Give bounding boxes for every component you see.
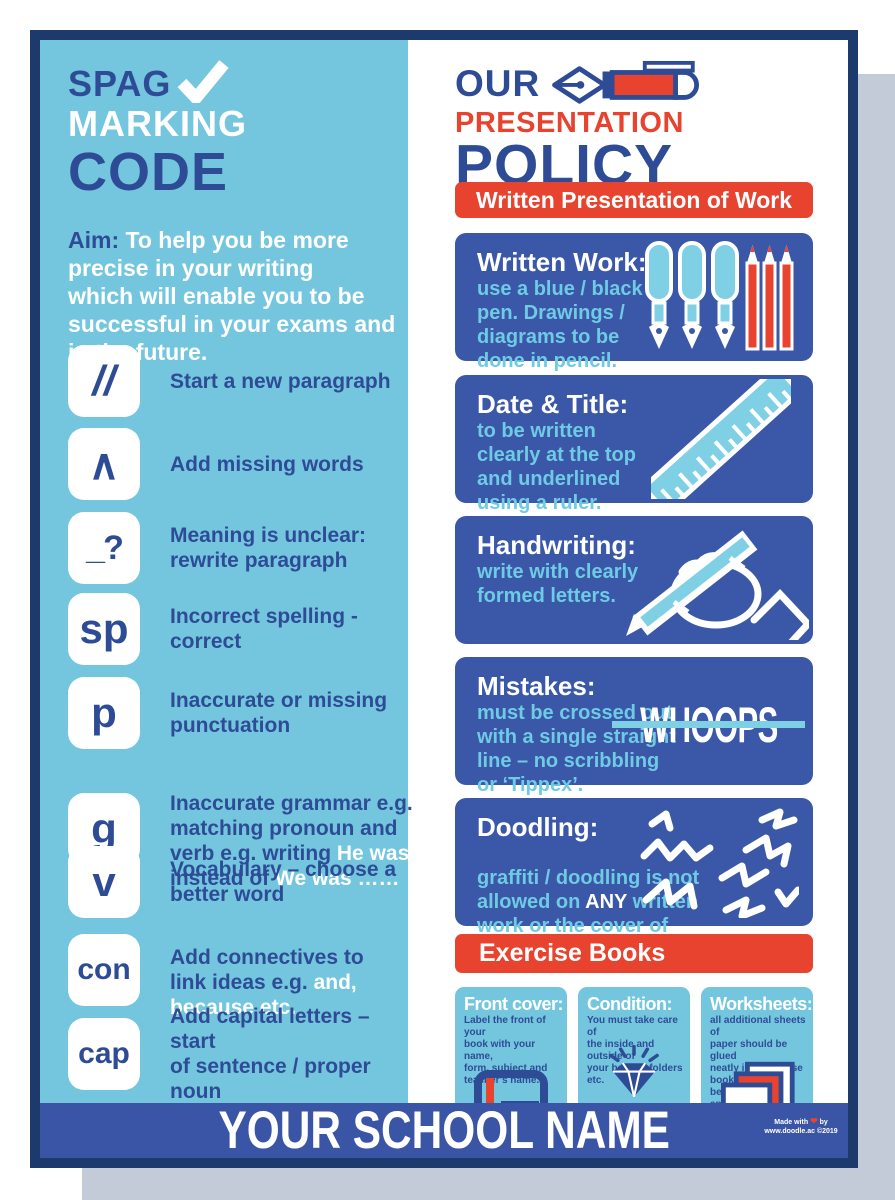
spag-title-line2: MARKING bbox=[68, 103, 247, 144]
code-symbol-box: sp bbox=[68, 593, 140, 665]
handwriting-card: Handwriting: write with clearly formed l… bbox=[455, 516, 813, 644]
code-symbol-box: _? bbox=[68, 512, 140, 584]
ruler-icon bbox=[651, 379, 791, 499]
card-body: write with clearly formed letters. bbox=[477, 561, 639, 607]
credit-site: www.doodle.ac ©2019 bbox=[764, 1128, 838, 1135]
ex-card-heading: Worksheets: bbox=[710, 994, 813, 1014]
heart-icon: ❤ bbox=[810, 1116, 818, 1126]
presentation-policy-title: OUR PRESENTATION POLICY bbox=[455, 60, 705, 194]
card-heading: Date & Title: bbox=[477, 389, 629, 419]
code-row-unclear-meaning: _? Meaning is unclear: rewrite paragraph bbox=[68, 512, 420, 584]
ex-card-body: Label the front of your book with your n… bbox=[464, 1015, 548, 1086]
school-name-band: YOUR SCHOOL NAME Made with ❤ by www.dood… bbox=[40, 1101, 848, 1160]
diamond-icon bbox=[609, 1045, 659, 1098]
code-desc: Incorrect spelling - correct bbox=[170, 605, 358, 653]
doodling-any: ANY bbox=[585, 891, 628, 913]
code-row-missing-words: ∧ Add missing words bbox=[68, 428, 420, 500]
code-desc: Inaccurate grammar e.g. matching pronoun… bbox=[170, 766, 420, 891]
ex-card-heading: Condition: bbox=[587, 994, 672, 1014]
whoops-crossed-out-graphic: WHOOPS bbox=[606, 695, 811, 755]
credit-made-with: Made with bbox=[774, 1119, 809, 1126]
our-title-row: OUR bbox=[455, 60, 705, 108]
g-symbol: g bbox=[91, 804, 117, 852]
spag-title-row: SPAG bbox=[68, 60, 229, 104]
aim-text: Aim: To help you be more precise in your… bbox=[68, 198, 398, 366]
code-desc: Start a new paragraph bbox=[170, 369, 391, 393]
code-row-spelling: sp Incorrect spelling - correct bbox=[68, 593, 420, 665]
grammar-example2: We was …… bbox=[275, 867, 400, 890]
code-row-new-paragraph: // Start a new paragraph bbox=[68, 345, 420, 417]
code-row-vocabulary: v Vocabulary – choose a better word bbox=[68, 846, 420, 918]
cap-symbol: cap bbox=[78, 1037, 130, 1070]
code-row-capitals: cap Add capital letters – start of sente… bbox=[68, 1004, 420, 1104]
new-paragraph-symbol: // bbox=[92, 357, 116, 404]
doodling-body-part1: graffiti / doodling is not allowed on bbox=[477, 867, 700, 913]
code-symbol-box: cap bbox=[68, 1018, 140, 1090]
written-work-card: Written Work: use a blue / black pen. Dr… bbox=[455, 233, 813, 372]
code-row-punctuation: p Inaccurate or missing punctuation bbox=[68, 677, 420, 749]
date-title-card: Date & Title: to be written clearly at t… bbox=[455, 375, 813, 514]
con-symbol: con bbox=[77, 953, 131, 986]
grammar-desc-part1: Inaccurate grammar e.g. matching pronoun… bbox=[170, 792, 413, 865]
code-desc: Add missing words bbox=[170, 452, 364, 476]
code-desc: Inaccurate or missing punctuation bbox=[170, 689, 388, 737]
credit-by: by bbox=[819, 1119, 828, 1126]
mistakes-card: Mistakes: must be crossed out with a sin… bbox=[455, 657, 813, 796]
connectives-example: and, because etc. bbox=[170, 971, 357, 1019]
code-symbol-box: v bbox=[68, 846, 140, 918]
ex-card-heading: Front cover: bbox=[464, 994, 564, 1014]
check-icon bbox=[177, 60, 229, 103]
card-heading: Written Work: bbox=[477, 247, 647, 277]
aim-label: Aim: bbox=[68, 227, 126, 253]
grammar-example1: He was bbox=[336, 842, 410, 865]
code-symbol-box: p bbox=[68, 677, 140, 749]
card-heading: Mistakes: bbox=[477, 671, 596, 701]
policy-title-line1: OUR bbox=[455, 63, 541, 104]
unclear-symbol: _? bbox=[86, 528, 124, 567]
poster: SPAG MARKING CODE Aim: To help you be mo… bbox=[30, 30, 858, 1168]
code-symbol-box: con bbox=[68, 934, 140, 1006]
policy-title-line2: PRESENTATION bbox=[455, 107, 684, 139]
v-symbol: v bbox=[92, 858, 116, 905]
caret-symbol: ∧ bbox=[88, 440, 120, 488]
spag-marking-code-panel: SPAG MARKING CODE Aim: To help you be mo… bbox=[40, 40, 413, 1103]
spag-title-line1: SPAG bbox=[68, 63, 172, 104]
sp-symbol: sp bbox=[79, 605, 129, 652]
connectives-desc-part1: Add connectives to link ideas e.g. bbox=[170, 946, 364, 994]
hand-writing-icon bbox=[626, 530, 809, 640]
code-desc: Add capital letters – start of sentence … bbox=[170, 1005, 371, 1103]
code-row-grammar: g Inaccurate grammar e.g. matching prono… bbox=[68, 766, 420, 891]
code-desc: Meaning is unclear: rewrite paragraph bbox=[170, 524, 367, 572]
card-body: to be written clearly at the top and und… bbox=[477, 420, 636, 514]
doodle-squiggles-icon bbox=[640, 808, 799, 918]
exercise-books-header: Exercise Books bbox=[455, 934, 813, 973]
doodling-card: Doodling: graffiti / doodling is not all… bbox=[455, 798, 813, 961]
pens-and-pencils-icon bbox=[645, 241, 794, 351]
grammar-desc-part2: instead of bbox=[170, 867, 270, 890]
written-presentation-header: Written Presentation of Work bbox=[455, 182, 813, 218]
code-desc: Vocabulary – choose a better word bbox=[170, 858, 397, 906]
p-symbol: p bbox=[91, 689, 117, 736]
spag-title-line3: CODE bbox=[68, 142, 229, 202]
school-name: YOUR SCHOOL NAME bbox=[218, 1101, 670, 1160]
code-symbol-box: // bbox=[68, 345, 140, 417]
card-heading: Handwriting: bbox=[477, 530, 636, 560]
card-body: must be crossed out with a single straig… bbox=[477, 702, 676, 796]
fountain-pen-icon bbox=[552, 60, 700, 104]
credit-text: Made with ❤ by www.doodle.ac ©2019 bbox=[758, 1117, 844, 1136]
whoops-strikethrough-line bbox=[612, 721, 805, 728]
code-row-connectives: con Add connectives to link ideas e.g. a… bbox=[68, 920, 420, 1020]
card-heading: Doodling: bbox=[477, 812, 599, 842]
code-desc: Add connectives to link ideas e.g. and, … bbox=[170, 920, 420, 1020]
card-body: use a blue / black pen. Drawings / diagr… bbox=[477, 278, 643, 372]
code-symbol-box: ∧ bbox=[68, 428, 140, 500]
